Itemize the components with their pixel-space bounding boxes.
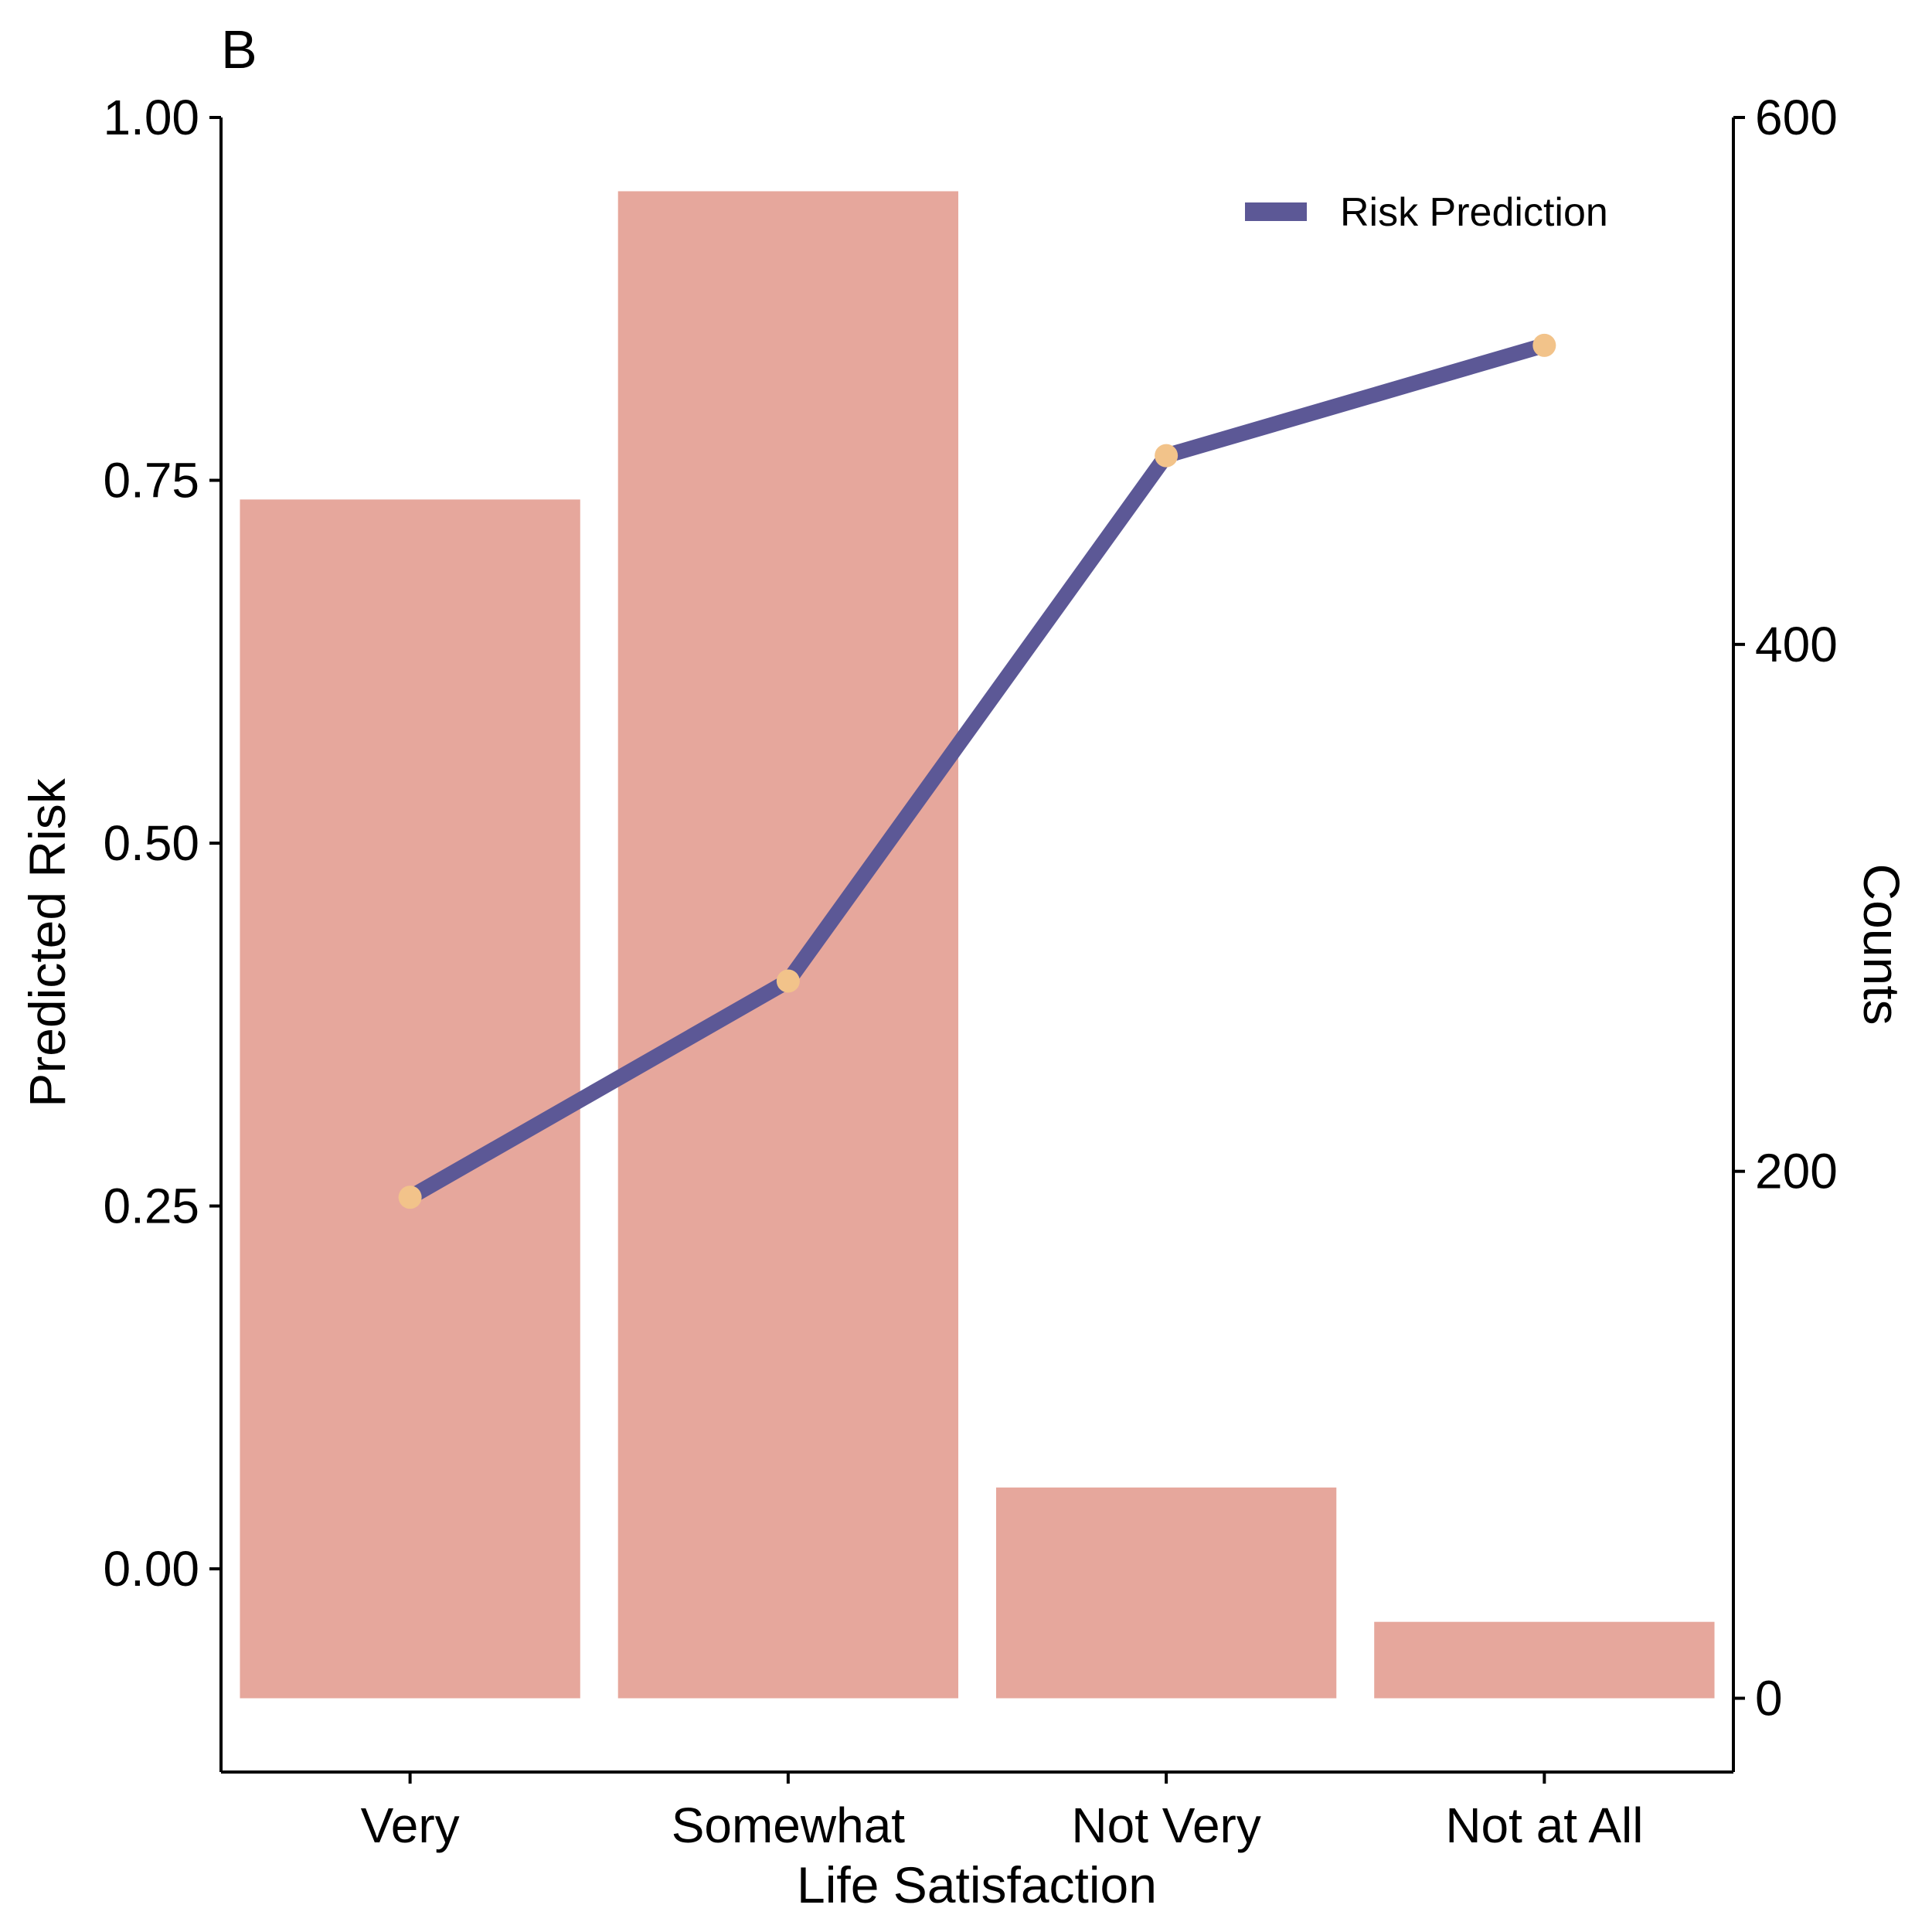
legend: Risk Prediction <box>1245 190 1608 235</box>
y2-tick-label: 600 <box>1755 90 1838 145</box>
risk-point-not-at-all <box>1532 333 1556 357</box>
x-tick-label: Somewhat <box>672 1798 906 1853</box>
x-tick-label: Not Very <box>1071 1798 1260 1853</box>
y-tick-label: 0.50 <box>103 815 199 871</box>
y2-tick-label: 0 <box>1755 1671 1783 1726</box>
y-tick-label: 0.25 <box>103 1179 199 1234</box>
bar-not-at-all <box>1374 1621 1715 1699</box>
risk-prediction-line <box>406 338 1547 1204</box>
bars-layer <box>240 191 1715 1699</box>
axes-layer: 0.00 0.25 0.50 0.75 1.00 0 200 400 600 Very Somewh… <box>103 90 1837 1853</box>
y-tick-label: 0.75 <box>103 453 199 509</box>
y-tick-label: 1.00 <box>103 90 199 145</box>
risk-point-not-very <box>1155 444 1179 468</box>
bar-not-very <box>995 1487 1337 1699</box>
y2-axis-title: Counts <box>1853 863 1910 1025</box>
y-axis-title: Predicted Risk <box>19 777 76 1107</box>
legend-label: Risk Prediction <box>1340 190 1608 235</box>
line-layer <box>398 333 1556 1209</box>
y-tick-label: 0.00 <box>103 1541 199 1597</box>
x-axis-title: Life Satisfaction <box>797 1856 1157 1913</box>
risk-point-very <box>398 1185 422 1209</box>
y2-tick-label: 400 <box>1755 617 1838 672</box>
bar-very <box>240 499 580 1699</box>
x-tick-label: Not at All <box>1445 1798 1643 1853</box>
panel-label: B <box>221 19 257 80</box>
bar-somewhat <box>617 191 959 1699</box>
x-tick-label: Very <box>361 1798 460 1853</box>
y2-tick-label: 200 <box>1755 1144 1838 1199</box>
risk-point-somewhat <box>776 969 800 993</box>
